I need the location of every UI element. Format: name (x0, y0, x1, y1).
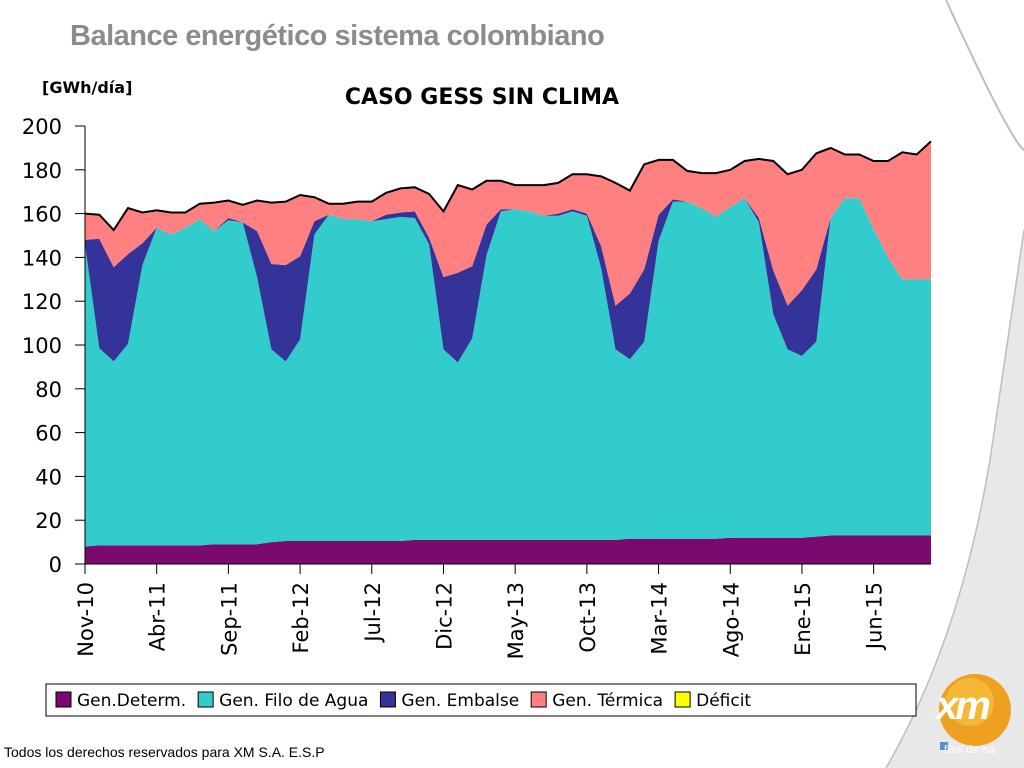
y-tick-label: 60 (35, 422, 62, 446)
y-tick-label: 20 (35, 509, 62, 533)
area-gen-t-rmica (85, 141, 931, 306)
legend-label: Gen.Determ. (77, 691, 186, 711)
legend-label: Gen. Embalse (401, 691, 519, 711)
y-tick-label: 80 (35, 378, 62, 402)
xm-logo (939, 674, 1011, 750)
stack-top-line (84, 140, 932, 232)
x-tick-label: Feb-12 (289, 582, 313, 653)
slide-decor-curve (886, 230, 1024, 768)
legend-swatch (379, 691, 396, 708)
y-tick-label: 120 (22, 290, 62, 314)
xm-logo-tagline: filial de isa (944, 744, 996, 756)
legend-swatch (530, 691, 547, 708)
legend-label: Gen. Filo de Agua (219, 691, 368, 711)
y-tick-labels: 0 20 40 60 80 100 120 140 160 180 200 (22, 115, 62, 577)
y-tick-label: 0 (49, 553, 62, 577)
x-tick-label: Abr-11 (146, 582, 170, 651)
slide-decor-edge (885, 229, 1024, 768)
x-tick-label: Mar-14 (648, 582, 672, 655)
y-axis-label: [GWh/día] (42, 78, 132, 97)
y-tick-label: 160 (22, 203, 62, 227)
y-tick-label: 200 (22, 115, 62, 139)
slide-decor-arc (945, 0, 1024, 151)
axes (75, 125, 931, 574)
x-tick-label: May-13 (504, 582, 528, 659)
legend-swatch (674, 691, 691, 708)
x-tick-label: Jun-15 (863, 582, 887, 651)
x-tick-label: Oct-13 (576, 582, 600, 653)
x-tick-label: Sep-11 (217, 582, 241, 656)
y-tick-label: 180 (22, 159, 62, 183)
y-tick-label: 100 (22, 334, 62, 358)
footer-copyright: Todos los derechos reservados para XM S.… (4, 744, 325, 760)
legend: Gen.Determ. Gen. Filo de Agua Gen. Embalse… (55, 691, 751, 711)
x-tick-label: Ene-15 (791, 582, 815, 656)
legend-box (45, 683, 917, 717)
legend-label: Gen. Térmica (552, 691, 663, 711)
area-layers (84, 140, 932, 564)
x-tick-labels: Nov-10 Abr-11 Sep-11 Feb-12 Jul-12 Dic-12 May-… (74, 582, 887, 659)
area-gen-embalse (85, 198, 931, 363)
area-gen-determ- (85, 535, 931, 564)
slide-title: Balance energético sistema colombiano (70, 20, 605, 52)
y-tick-label: 40 (35, 465, 62, 489)
y-tick-label: 140 (22, 246, 62, 270)
legend-swatch (197, 691, 214, 708)
x-tick-label: Jul-12 (361, 582, 385, 644)
legend-label: Déficit (696, 691, 751, 711)
xm-logo-tag-box (940, 742, 948, 750)
legend-swatch (55, 691, 72, 708)
x-tick-label: Ago-14 (719, 582, 743, 657)
area-gen-filo-de-agua (85, 198, 931, 547)
chart-title: CASO GESS SIN CLIMA (345, 85, 619, 110)
x-tick-label: Dic-12 (432, 582, 456, 650)
x-tick-label: Nov-10 (74, 582, 98, 657)
xm-logo-text: xm (936, 684, 991, 728)
